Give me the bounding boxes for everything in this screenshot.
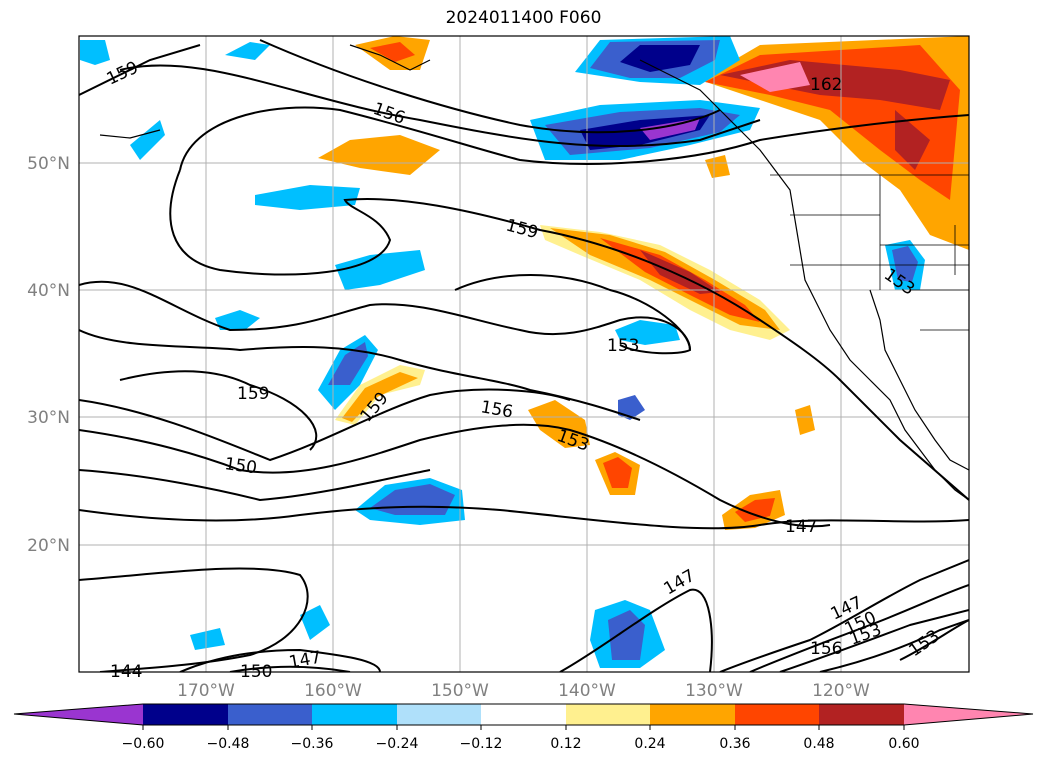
field-warm-e3b [735, 498, 775, 522]
colorbar-bin [143, 704, 228, 725]
lat-label: 30°N [27, 408, 70, 428]
colorbar-tick-label: 0.12 [550, 736, 581, 752]
lon-label: 130°W [685, 681, 743, 701]
contour-label: 153 [607, 336, 639, 356]
lat-label: 50°N [27, 154, 70, 174]
lat-label: 20°N [27, 536, 70, 556]
contour-label: 150 [223, 454, 258, 478]
field-cold-h [618, 395, 645, 420]
colorbar-tick-label: −0.60 [122, 736, 165, 752]
field-cold-f [225, 42, 270, 60]
colorbar-ticks [142, 725, 905, 730]
colorbar-tick-label: −0.12 [460, 736, 503, 752]
field-warm-nw-red2 [895, 110, 930, 170]
field-cold-g [615, 320, 680, 345]
field-warm-50n [318, 135, 440, 175]
height-contours [79, 39, 969, 672]
colorbar-bin [481, 704, 566, 725]
colorbar-bin [735, 704, 819, 725]
colorbar-bin [397, 704, 481, 725]
latitude-labels: 50°N 40°N 30°N 20°N [27, 154, 70, 556]
field-cold-j2 [892, 246, 918, 282]
field-cold-l [190, 628, 225, 650]
colorbar-tick-labels: −0.60 −0.48 −0.36 −0.24 −0.12 0.12 0.24 … [122, 736, 920, 752]
field-warm-diag-2 [342, 372, 418, 422]
field-cold-c [215, 310, 260, 330]
field-warm-e1 [528, 400, 590, 448]
colorbar-tick-label: −0.48 [207, 736, 250, 752]
colorbar-tick-label: −0.36 [291, 736, 334, 752]
coastlines [99, 44, 969, 501]
field-cold-diag-2 [328, 342, 368, 385]
plot-area [79, 36, 969, 672]
colorbar-tick-label: 0.24 [634, 736, 665, 752]
lon-label: 120°W [812, 681, 870, 701]
political-borders [770, 174, 969, 331]
field-warm-band-4 [640, 250, 720, 294]
field-warm-nw-pink [740, 62, 810, 92]
lon-label: 160°W [304, 681, 362, 701]
contour-label: 147 [785, 517, 817, 537]
map-title: 2024011400 F060 [445, 8, 602, 28]
colorbar-bin [228, 704, 312, 725]
colorbar-extend-low [14, 704, 143, 725]
colorbar-tick-label: −0.24 [376, 736, 419, 752]
colorbar: −0.60 −0.48 −0.36 −0.24 −0.12 0.12 0.24 … [13, 703, 1034, 752]
colorbar-bin [650, 704, 735, 725]
plot-border [78, 35, 970, 673]
field-warm-e4 [795, 405, 815, 435]
graticule [79, 36, 969, 672]
field-cold-a [255, 185, 360, 210]
field-cold-d [80, 40, 110, 65]
longitude-labels: 170°W 160°W 150°W 140°W 130°W 120°W [177, 681, 870, 701]
colorbar-bin [566, 704, 650, 725]
contour-label: 144 [110, 662, 142, 682]
colorbar-tick-label: 0.48 [803, 736, 834, 752]
colorbar-extend-high [904, 704, 1033, 725]
field-cold-top-3 [620, 45, 700, 72]
lon-label: 170°W [177, 681, 235, 701]
colorbar-tick-label: 0.36 [719, 736, 750, 752]
lon-label: 140°W [558, 681, 616, 701]
field-warm-topleft-2 [370, 42, 415, 62]
contour-label: 156 [810, 639, 842, 659]
contour-label-group: 159 156 162 159 153 153 159 159 156 153 … [104, 58, 944, 682]
colorbar-bin [312, 704, 397, 725]
lon-label: 150°W [431, 681, 489, 701]
field-cold-b [335, 250, 425, 290]
contour-label: 159 [237, 384, 269, 404]
contour-label: 150 [240, 662, 272, 682]
field-cold-e [130, 120, 165, 160]
colorbar-tick-label: 0.60 [888, 736, 919, 752]
field-warm-e2b [603, 457, 632, 488]
lat-label: 40°N [27, 281, 70, 301]
contour-label: 162 [810, 75, 842, 95]
colorbar-bin [819, 704, 904, 725]
field-cold-k [300, 605, 330, 640]
field-warm-e5 [705, 155, 730, 178]
